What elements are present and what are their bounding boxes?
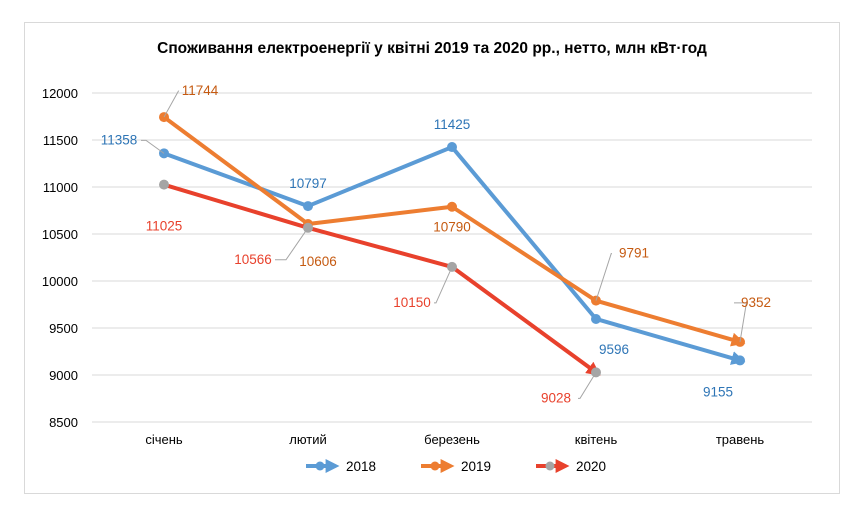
legend-label-2020: 2020 (576, 459, 606, 474)
data-label-2018: 10797 (289, 176, 327, 191)
legend-marker-2018 (315, 461, 325, 471)
legend-label-2019: 2019 (461, 459, 491, 474)
x-tick-label: березень (424, 432, 480, 447)
y-tick-label: 10000 (42, 274, 78, 289)
leader-line (163, 90, 180, 118)
data-label-2020: 10150 (393, 295, 431, 310)
leader-line (734, 302, 747, 342)
data-point-2018 (591, 313, 601, 324)
data-point-2018 (735, 355, 745, 366)
data-label-2018: 9596 (599, 342, 629, 357)
data-label-2018: 9155 (703, 384, 733, 399)
data-label-2020: 9028 (541, 390, 571, 405)
data-point-2018 (447, 142, 457, 153)
legend-label-2018: 2018 (346, 459, 376, 474)
y-tick-label: 10500 (42, 227, 78, 242)
data-label-2019: 9791 (619, 246, 649, 261)
data-label-2019: 11744 (182, 83, 219, 98)
data-label-2020: 10566 (234, 252, 272, 267)
x-tick-label: січень (145, 432, 183, 447)
data-label-2018: 11425 (434, 117, 471, 132)
data-label-2019: 10606 (299, 254, 337, 269)
legend-marker-2019 (430, 461, 440, 471)
data-label-2019: 9352 (741, 295, 771, 310)
chart-title: Споживання електроенергії у квітні 2019 … (157, 40, 707, 57)
data-label-2020: 11025 (146, 219, 183, 234)
data-point-2019 (447, 201, 457, 212)
y-tick-label: 9500 (49, 321, 78, 336)
leader-line (434, 266, 453, 304)
data-label-2019: 10790 (433, 220, 471, 235)
data-point-2020 (159, 179, 169, 190)
x-tick-label: лютий (289, 432, 327, 447)
x-tick-label: травень (716, 432, 765, 447)
data-point-2018 (303, 201, 313, 212)
y-tick-label: 11500 (43, 133, 78, 148)
legend-marker-2020 (545, 461, 555, 471)
data-label-2018: 11358 (101, 132, 138, 147)
x-tick-label: квітень (575, 432, 618, 447)
leader-line (595, 253, 612, 301)
series-line-2020 (163, 182, 601, 376)
leader-line (141, 139, 165, 154)
leader-line (275, 227, 309, 261)
leader-line (578, 372, 597, 399)
y-tick-label: 8500 (49, 415, 78, 430)
y-tick-label: 11000 (43, 180, 78, 195)
chart-area (24, 22, 840, 494)
y-tick-label: 9000 (49, 368, 78, 383)
y-tick-label: 12000 (42, 86, 78, 101)
